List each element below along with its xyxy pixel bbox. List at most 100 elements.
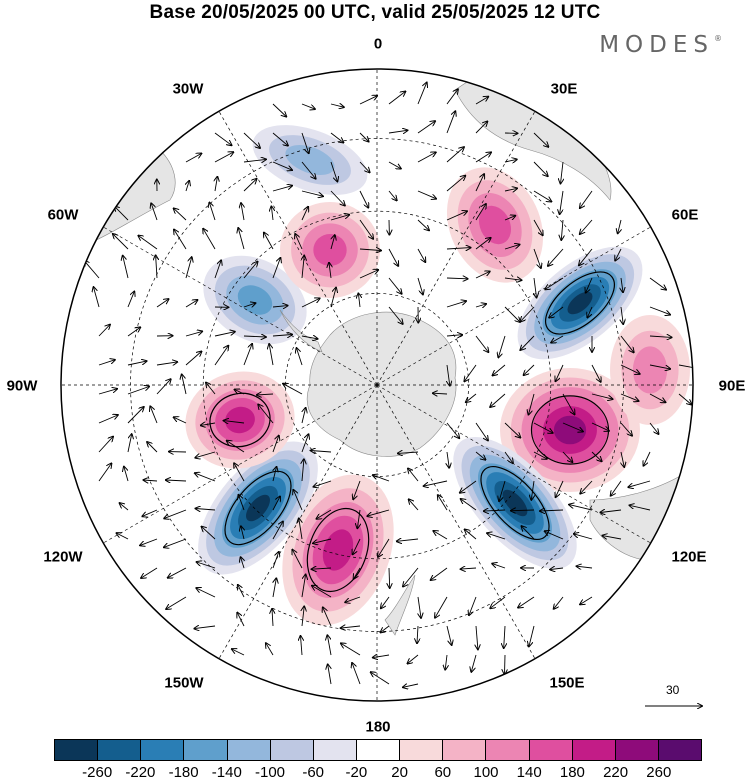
wind-vector-arrow (166, 480, 187, 481)
wind-vector-arrow (156, 255, 157, 279)
wind-vector-arrow (577, 566, 593, 568)
wind-vector-arrow (611, 480, 622, 496)
wind-vector-arrow (475, 335, 488, 352)
wind-vector-arrow (591, 422, 609, 431)
map-border (60, 68, 694, 702)
wind-vector-arrow (417, 121, 435, 134)
contour-fill (313, 234, 347, 266)
wind-vector-arrow (164, 538, 187, 547)
wind-vector-arrow (408, 469, 419, 482)
new-zealand-land (384, 574, 416, 636)
wind-vector-arrow (417, 152, 436, 163)
wind-vector-arrow (388, 190, 397, 200)
wind-vector-arrow (550, 568, 564, 570)
contour-line (306, 507, 370, 593)
wind-vector-arrow (554, 596, 564, 609)
contour-fill (567, 291, 593, 315)
wind-vector-arrow (435, 596, 448, 618)
wind-vector-arrow (196, 588, 216, 598)
wind-vector-arrow (562, 451, 572, 462)
lon-label-90w: 90W (6, 377, 38, 395)
wind-vector-arrow (388, 130, 407, 133)
colorbar-ticks: -260 -220 -180 -140 -100 -60 -20 20 60 100 140 180 2… (0, 764, 750, 782)
anomaly-neg-50W (203, 255, 307, 345)
wind-vector-arrow (302, 459, 304, 482)
wind-vector-arrow (301, 298, 320, 308)
wind-vector-arrow (330, 190, 345, 206)
wind-vector-arrow (185, 331, 202, 337)
wind-vector-arrow (185, 257, 192, 279)
wind-vector-arrow (446, 422, 459, 438)
colorbar-tick-label: 220 (603, 764, 629, 781)
wind-vector-arrow (311, 451, 332, 453)
wind-vector-arrow (499, 480, 506, 501)
wind-vector-arrow (373, 655, 390, 658)
wind-vector-arrow (127, 407, 144, 424)
land-layer (84, 79, 692, 636)
chart-title: Base 20/05/2025 00 UTC, valid 25/05/2025… (149, 2, 601, 23)
wind-vector-arrow (556, 364, 564, 381)
wind-vector-arrow (381, 625, 390, 632)
wind-vector-arrow (127, 292, 134, 308)
wind-vector-arrow (644, 451, 651, 466)
lon-label-180: 180 (365, 718, 391, 736)
wind-vector-arrow (461, 499, 477, 511)
wind-vector-arrow (417, 248, 425, 262)
colorbar-tick-label: -180 (168, 764, 199, 781)
wind-vector-arrow (232, 649, 245, 656)
wind-vector-arrow (202, 527, 216, 540)
contour-fill (285, 145, 335, 175)
wind-vector-arrow (227, 441, 245, 453)
wind-vector-arrow (273, 467, 277, 482)
wind-vector-arrow (533, 190, 551, 202)
wind-vector-arrow (504, 451, 513, 463)
colorbar-tick-label: -260 (82, 764, 113, 781)
wind-vector-arrow (389, 567, 390, 588)
anomaly-neg-140E (453, 436, 577, 570)
colorbar-segment (615, 740, 659, 760)
wind-vector-arrow (359, 132, 369, 142)
wind-vector-arrow (330, 161, 337, 181)
wind-vector-arrow (194, 626, 216, 629)
wind-vector-arrow (371, 672, 390, 685)
wind-vector-arrow (446, 89, 458, 105)
wind-vector-arrow (243, 179, 257, 192)
wind-vector-arrow (323, 607, 332, 627)
wind-vector-arrow (388, 306, 403, 324)
registered-mark: ® (714, 34, 722, 43)
wind-vector-arrow (209, 203, 216, 221)
wind-vector-arrow (649, 277, 666, 290)
wind-vector-arrow (272, 497, 280, 511)
wind-vector-arrow (531, 480, 534, 500)
modes-logo: MODES® (599, 32, 722, 58)
anomaly-pos-30E (446, 167, 544, 283)
wind-vector-arrow (214, 332, 235, 337)
wind-vector-arrow (293, 490, 303, 511)
wind-vector-arrow (520, 335, 535, 350)
wind-vector-arrow (301, 434, 309, 453)
meridian-line (103, 226, 378, 386)
lon-label-60w: 60W (47, 206, 79, 224)
wind-vector-arrow (433, 393, 448, 394)
wind-vector-arrow (127, 361, 147, 366)
wind-vector-arrow (620, 422, 632, 436)
wind-vector-arrow (417, 277, 423, 294)
wind-vector-arrow (447, 364, 450, 386)
wind-vector-arrow (301, 132, 309, 153)
wind-vector-arrow (301, 190, 323, 196)
wind-vector-arrow (484, 510, 506, 511)
wind-vector-arrow (461, 568, 477, 569)
wind-vector-arrow (196, 509, 216, 511)
wind-vector-arrow (469, 596, 477, 615)
wind-vector-arrow (579, 248, 593, 265)
wind-vector-arrow (203, 229, 216, 250)
colorbar-tick-label: -100 (254, 764, 286, 781)
wind-vector-arrow (466, 393, 477, 402)
wind-vector-arrow (475, 174, 484, 192)
wind-vector-arrow (215, 177, 217, 192)
wind-vector-arrow (446, 248, 471, 249)
wind-vector-arrow (328, 665, 331, 685)
wind-vector-arrow (272, 335, 292, 337)
wind-vector-arrow (540, 510, 564, 511)
wind-vector-arrow (490, 393, 506, 407)
